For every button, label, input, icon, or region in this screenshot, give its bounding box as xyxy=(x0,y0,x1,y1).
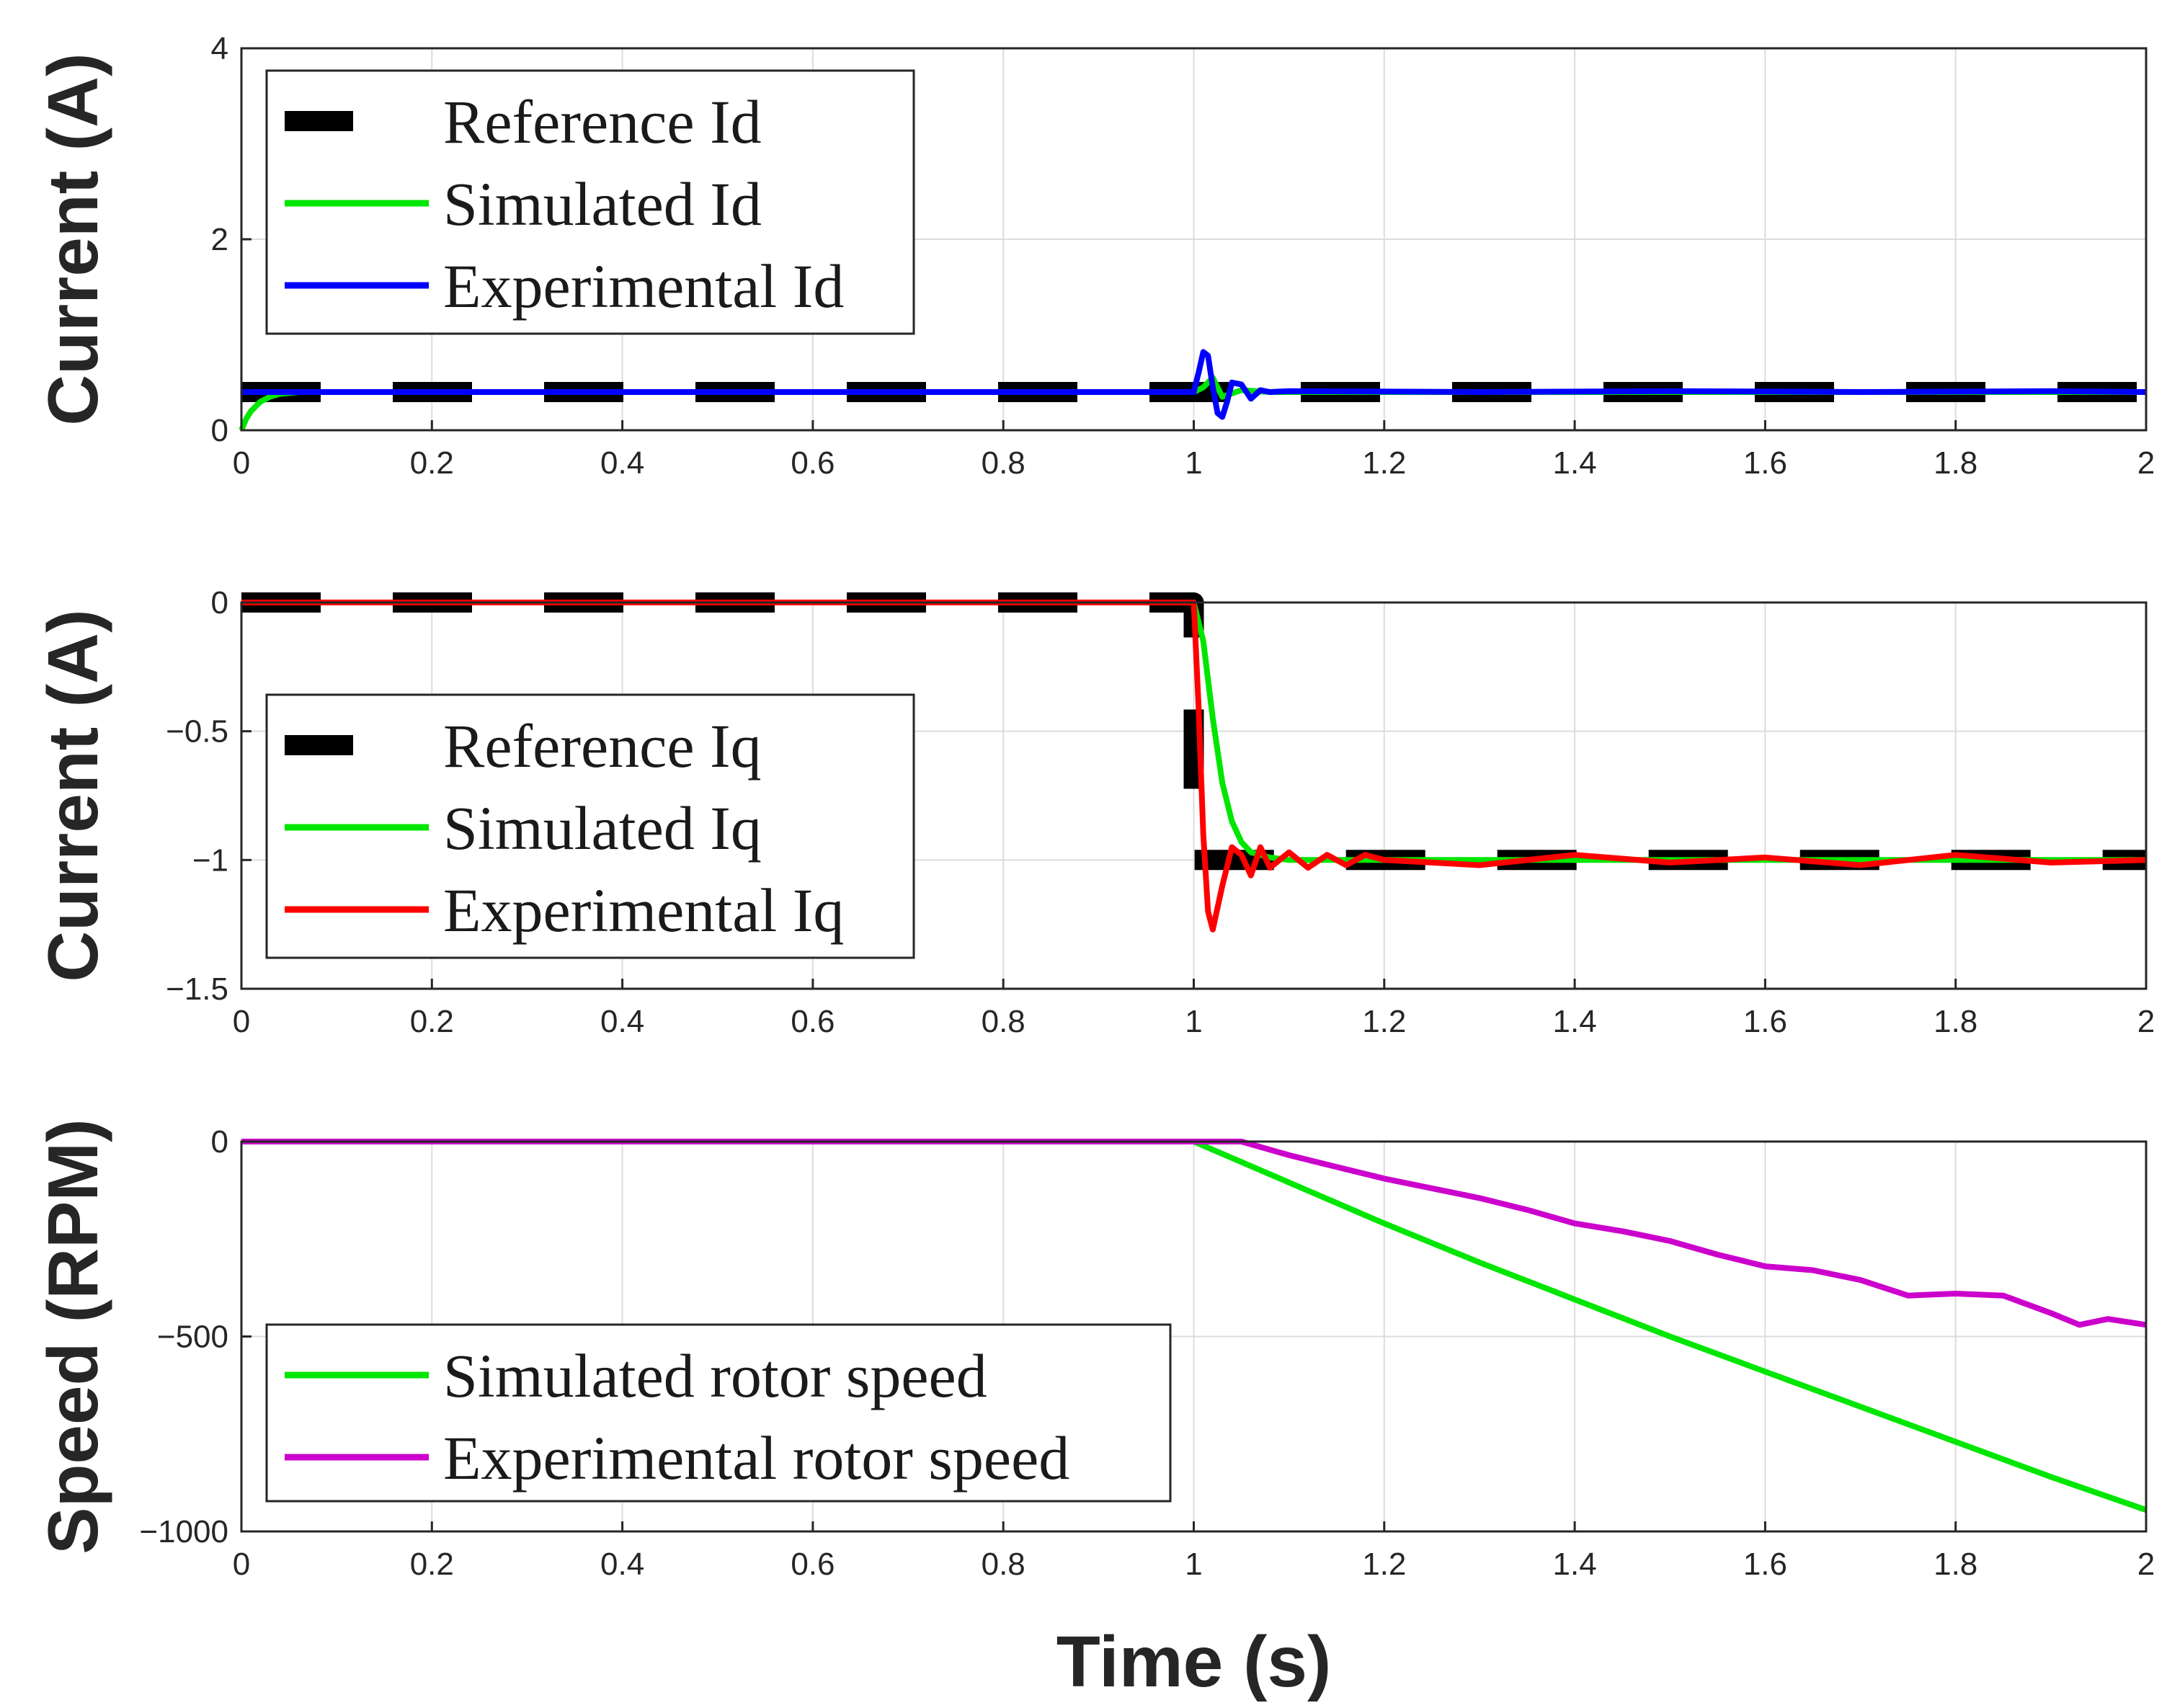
series-line-experimental-iq xyxy=(241,600,2147,933)
legend-label: Simulated Iq xyxy=(443,793,762,863)
series-line-simulated-iq xyxy=(241,600,2146,863)
x-tick-label: 0.4 xyxy=(600,1547,644,1582)
legend-label: Simulated rotor speed xyxy=(443,1341,987,1410)
legend-label: Simulated Id xyxy=(443,169,762,239)
x-tick-label: 0.2 xyxy=(410,1547,454,1582)
x-tick-label: 2 xyxy=(2137,1547,2155,1582)
series-line-experimental-rotor-speed xyxy=(241,1139,2147,1328)
panels: 0 0.2 0.4 0.6 0.8 1 1.2 1.4 1.6 1.8 2 0 2 4 Current (A… xyxy=(33,31,2155,1702)
x-tick-label: 1.4 xyxy=(1553,1004,1597,1039)
x-tick-label: 0.2 xyxy=(410,445,454,481)
legend-label: Experimental rotor speed xyxy=(443,1423,1069,1493)
x-tick-label: 0.2 xyxy=(410,1004,454,1039)
y-tick-label: −0.5 xyxy=(166,714,228,750)
y-axis-label: Current (A) xyxy=(33,53,112,425)
x-tick-label: 0 xyxy=(233,445,250,481)
panel-2: 0 0.2 0.4 0.6 0.8 1 1.2 1.4 1.6 1.8 2 0 −0.5 −1 −1.5 Cu… xyxy=(33,585,2155,1039)
y-tick-label: 2 xyxy=(211,222,228,257)
x-axis-label: Time (s) xyxy=(1056,1622,1332,1702)
y-axis-label: Current (A) xyxy=(33,609,112,982)
series-line-experimental-id xyxy=(241,349,2147,420)
panel-1: 0 0.2 0.4 0.6 0.8 1 1.2 1.4 1.6 1.8 2 0 2 4 Current (A… xyxy=(33,31,2155,481)
y-tick-label: 4 xyxy=(211,31,228,66)
y-tick-label: 0 xyxy=(211,585,228,621)
y-axis-label: Speed (RPM) xyxy=(33,1118,112,1554)
y-tick-label: −1 xyxy=(192,842,228,878)
y-tick-label: −1000 xyxy=(139,1514,228,1549)
x-tick-label: 1.6 xyxy=(1743,445,1787,481)
x-tick-label: 0.8 xyxy=(982,1547,1025,1582)
y-tick-label: 0 xyxy=(211,1124,228,1160)
x-tick-label: 0.8 xyxy=(982,1004,1025,1039)
x-tick-label: 1 xyxy=(1185,445,1202,481)
x-tick-label: 1.4 xyxy=(1553,445,1597,481)
legend-label: Reference Id xyxy=(443,87,762,156)
series-line-simulated-rotor-speed xyxy=(241,1139,2148,1513)
x-tick-label: 0.6 xyxy=(791,1547,835,1582)
x-tick-label: 1.8 xyxy=(1934,1547,1977,1582)
legend: Reference Id Simulated Id Experimental Id xyxy=(265,69,915,335)
legend-label: Reference Iq xyxy=(443,711,762,780)
y-tick-label: −500 xyxy=(157,1320,228,1355)
x-tick-label: 1 xyxy=(1185,1004,1202,1039)
x-tick-label: 0 xyxy=(233,1547,250,1582)
x-tick-label: 0.4 xyxy=(600,1004,644,1039)
x-tick-label: 0.6 xyxy=(791,445,835,481)
legend-label: Experimental Id xyxy=(443,252,844,321)
x-tick-label: 1.6 xyxy=(1743,1547,1787,1582)
legend-box xyxy=(265,1323,1172,1503)
x-tick-label: 0.8 xyxy=(982,445,1025,481)
x-tick-label: 0 xyxy=(233,1004,250,1039)
legend-label: Experimental Iq xyxy=(443,876,844,945)
x-tick-label: 0.6 xyxy=(791,1004,835,1039)
x-tick-label: 1.8 xyxy=(1934,445,1977,481)
legend: Simulated rotor speed Experimental rotor … xyxy=(265,1323,1172,1503)
x-tick-label: 1 xyxy=(1185,1547,1202,1582)
y-tick-label: 0 xyxy=(211,413,228,448)
x-tick-label: 1.2 xyxy=(1362,445,1406,481)
x-tick-label: 0.4 xyxy=(600,445,644,481)
x-tick-label: 2 xyxy=(2137,445,2155,481)
x-tick-label: 1.8 xyxy=(1934,1004,1977,1039)
x-tick-label: 1.2 xyxy=(1362,1004,1406,1039)
x-tick-label: 2 xyxy=(2137,1004,2155,1039)
y-tick-label: −1.5 xyxy=(166,971,228,1007)
x-tick-label: 1.2 xyxy=(1362,1547,1406,1582)
x-tick-label: 1.6 xyxy=(1743,1004,1787,1039)
legend: Reference Iq Simulated Iq Experimental Iq xyxy=(265,693,915,959)
panel-3: 0 0.2 0.4 0.6 0.8 1 1.2 1.4 1.6 1.8 2 0 −500 −1000 Spe… xyxy=(33,1118,2155,1702)
x-tick-label: 1.4 xyxy=(1553,1547,1597,1582)
